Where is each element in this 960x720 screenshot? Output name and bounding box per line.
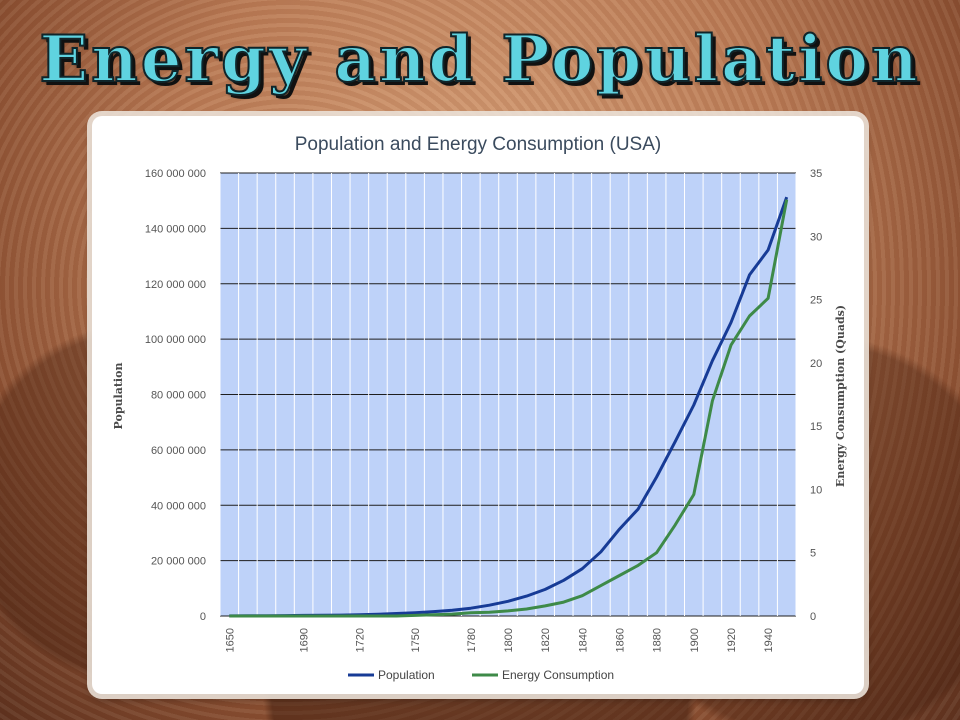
y2-tick-label: 25: [810, 295, 822, 307]
x-tick-label: 1920: [726, 628, 738, 652]
y2-tick-label: 35: [810, 168, 822, 180]
right-axis-ticks: 0 5 10 15 20 25 30 35: [810, 168, 822, 623]
chart-card: Population and Energy Consumption (USA) …: [92, 116, 864, 694]
chart-title: Population and Energy Consumption (USA): [295, 134, 661, 155]
x-tick-label: 1880: [652, 628, 664, 652]
y-tick-label: 120 000 000: [145, 279, 206, 291]
y-tick-label: 40 000 000: [151, 500, 206, 512]
y-tick-label: 60 000 000: [151, 445, 206, 457]
y-axis-label: Population: [112, 363, 125, 430]
x-tick-label: 1750: [410, 628, 422, 652]
y-tick-label: 100 000 000: [145, 334, 206, 346]
y2-tick-label: 15: [810, 421, 822, 433]
y2-axis-label: Energy Consumption (Quads): [834, 305, 847, 487]
series-line-energy-consumption: [229, 199, 789, 618]
line-chart: Population and Energy Consumption (USA) …: [112, 134, 847, 682]
y2-tick-label: 20: [810, 358, 822, 370]
x-tick-label: 1650: [224, 628, 236, 652]
grid-lines: [219, 172, 797, 617]
legend-label: Energy Consumption: [502, 668, 614, 682]
x-tick-label: 1840: [577, 628, 589, 652]
series-lines: [229, 196, 789, 618]
legend-label: Population: [378, 668, 435, 682]
x-axis-ticks: 1650 1690 1720 1750 1780 1800 1820 1840 1860 1880…: [224, 628, 775, 652]
x-tick-label: 1800: [503, 628, 515, 652]
x-tick-label: 1690: [299, 628, 311, 652]
x-tick-label: 1780: [466, 628, 478, 652]
y-tick-label: 80 000 000: [151, 390, 206, 402]
y2-tick-label: 5: [810, 548, 816, 560]
y2-tick-label: 0: [810, 611, 816, 623]
y-tick-label: 20 000 000: [151, 556, 206, 568]
x-tick-label: 1940: [763, 628, 775, 652]
y-tick-label: 140 000 000: [145, 223, 206, 235]
y2-tick-label: 10: [810, 484, 822, 496]
left-axis-ticks: 0 20 000 000 40 000 000 60 000 000 80 000 00…: [145, 168, 206, 623]
legend: Population Energy Consumption: [348, 668, 614, 682]
slide-title: Energy and Population: [38, 21, 921, 98]
x-tick-label: 1720: [354, 628, 366, 652]
x-tick-label: 1900: [689, 628, 701, 652]
y2-tick-label: 30: [810, 231, 822, 243]
x-tick-label: 1820: [540, 628, 552, 652]
y-tick-label: 160 000 000: [145, 168, 206, 180]
x-tick-label: 1860: [614, 628, 626, 652]
y-tick-label: 0: [200, 611, 206, 623]
